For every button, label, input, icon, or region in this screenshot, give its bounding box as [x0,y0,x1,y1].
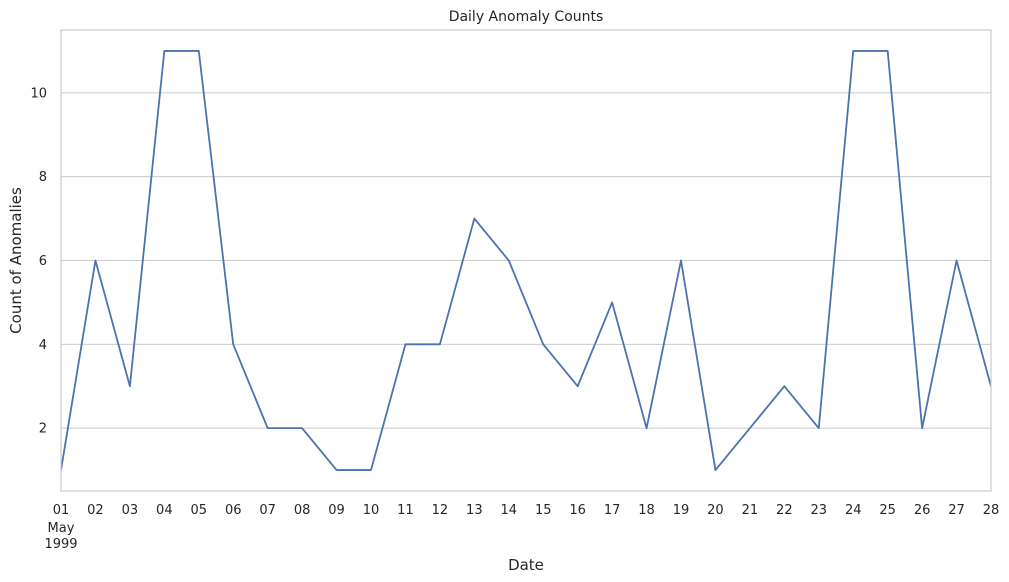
x-tick-label: 02 [87,503,104,518]
y-tick-label: 2 [39,422,47,437]
x-tick-label: 18 [638,503,655,518]
x-tick-label: 24 [845,503,862,518]
series-layer [61,50,991,471]
x-axis-label: Date [508,556,544,574]
x-tick-label: 25 [879,503,896,518]
chart-title: Daily Anomaly Counts [449,9,604,25]
x-tick-label: 28 [983,503,1000,518]
grid-lines [61,92,991,429]
x-tick-label: 05 [191,503,208,518]
x-axis-ticks: 01 02 03 04 05 06 07 08 09 10 11 12 13 14 15 16 17 18 19 20… [44,503,999,552]
x-tick-label: 13 [466,503,483,518]
x-tick-label: 20 [707,503,724,518]
y-tick-label: 6 [39,254,47,269]
y-axis-label: Count of Anomalies [7,187,25,334]
plot-frame [60,29,992,492]
x-tick-label: 16 [569,503,586,518]
x-tick-label: 19 [673,503,690,518]
x-tick-label: 23 [811,503,828,518]
x-tick-label: 06 [225,503,242,518]
x-tick-label: 10 [363,503,380,518]
x-tick-label: 03 [122,503,139,518]
y-tick-label: 4 [39,338,47,353]
x-tick-label: 09 [328,503,345,518]
x-tick-label: 22 [776,503,793,518]
y-tick-label: 8 [39,170,47,185]
x-tick-label: 07 [259,503,276,518]
x-tick-label: 12 [432,503,449,518]
series-line [61,50,991,471]
x-tick-label: 21 [742,503,759,518]
x-tick-label: 04 [156,503,173,518]
x-tick-label: 27 [948,503,965,518]
x-tick-label: 15 [535,503,552,518]
x-tick-label: 01 [53,503,70,518]
x-tick-label: 08 [294,503,311,518]
x-tick-label: 14 [501,503,518,518]
y-axis-ticks: 2 4 6 8 10 [30,86,47,436]
x-tick-label: 11 [397,503,414,518]
x-tick-label: 17 [604,503,621,518]
y-tick-label: 10 [30,86,47,101]
x-tick-sublabel: May [48,521,75,536]
x-tick-sublabel: 1999 [44,537,77,552]
x-tick-label: 26 [914,503,931,518]
